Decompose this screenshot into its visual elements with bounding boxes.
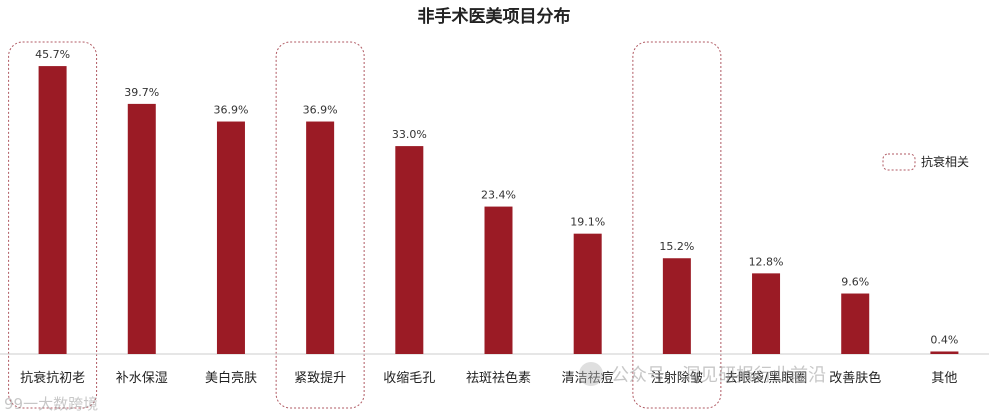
category-label: 祛斑祛色素 [466,370,531,386]
category-label: 抗衰抗初老 [20,370,85,386]
bars [38,66,959,354]
category-label: 美白亮肤 [205,370,257,386]
value-label: 39.7% [124,86,159,99]
legend-label: 抗衰相关 [921,154,969,169]
category-label: 其他 [931,371,957,386]
bar [841,293,870,354]
value-labels: 45.7% 39.7% 36.9% 36.9% 33.0% 23.4% 19.1% 15.2%… [35,48,958,346]
highlight-box [275,41,365,409]
value-label: 33.0% [392,128,427,141]
wechat-icon [579,362,603,386]
watermark-left: 99一大数跨境 [4,395,98,413]
bar [306,121,335,354]
bar [216,121,245,354]
legend: 抗衰相关 [882,153,969,171]
highlight-box [8,41,98,409]
category-label: 紧致提升 [294,370,346,386]
value-label: 19.1% [570,216,605,229]
category-labels: 抗衰抗初老 补水保湿 美白亮肤 紧致提升 收缩毛孔 祛斑祛色素 清洁祛痘 注射除皱 去眼袋/黑眼… [20,370,957,386]
bar [752,273,781,354]
category-label: 改善肤色 [829,370,881,386]
category-label: 收缩毛孔 [383,370,435,386]
value-label: 15.2% [659,240,694,253]
bar [484,206,513,354]
svg-text:公众号 · 洞见研报行业前沿: 公众号 · 洞见研报行业前沿 [611,365,826,386]
bar [930,351,959,354]
value-label: 45.7% [35,48,70,61]
bar [127,103,156,354]
value-label: 23.4% [481,189,516,202]
category-label: 去眼袋/黑眼圈 [725,371,807,386]
highlight-box [632,41,722,409]
category-label: 清洁祛痘 [562,370,614,386]
legend-swatch [882,153,916,171]
category-label: 补水保湿 [116,371,168,386]
highlight-boxes [8,41,722,409]
category-label: 注射除皱 [651,370,703,386]
chart-title: 非手术医美项目分布 [418,6,571,27]
value-label: 12.8% [749,255,784,268]
bar [395,146,424,354]
bar [662,258,691,354]
watermark-right: 公众号 · 洞见研报行业前沿 [579,362,826,386]
value-label: 9.6% [841,276,869,289]
value-label: 0.4% [930,333,958,346]
value-label: 36.9% [303,104,338,117]
bar [573,233,602,354]
svg-text:99一大数跨境: 99一大数跨境 [4,395,98,413]
bar [38,66,67,354]
value-label: 36.9% [213,104,248,117]
